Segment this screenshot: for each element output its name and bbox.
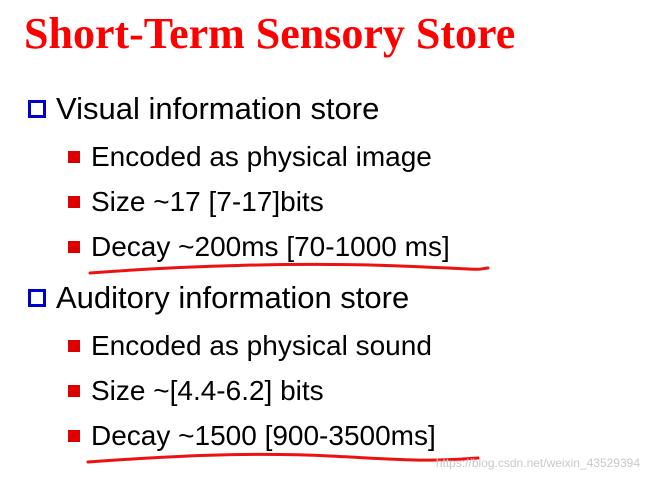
sub-bullet-text: Size ~[4.4-6.2] bits xyxy=(91,375,324,406)
section-heading: Auditory information store xyxy=(56,280,410,315)
filled-square-bullet-icon xyxy=(68,384,80,397)
underline-decay-auditory xyxy=(86,452,480,464)
sub-bullet-text: Decay ~1500 [900-3500ms] xyxy=(91,420,436,451)
filled-square-bullet-icon xyxy=(68,150,80,163)
slide-title: Short-Term Sensory Store xyxy=(24,9,516,58)
bullet-auditory-store: Auditory information store xyxy=(28,279,409,316)
filled-square-bullet-icon xyxy=(68,240,80,253)
hollow-square-bullet-icon xyxy=(28,99,46,118)
sub-bullet-item: Size ~[4.4-6.2] bits xyxy=(68,374,324,408)
sub-bullet-text: Size ~17 [7-17]bits xyxy=(91,186,324,217)
sub-bullet-item: Encoded as physical sound xyxy=(68,329,432,363)
filled-square-bullet-icon xyxy=(68,429,80,442)
sub-bullet-text: Encoded as physical sound xyxy=(91,330,432,361)
sub-bullet-text: Decay ~200ms [70-1000 ms] xyxy=(91,231,450,262)
sub-bullet-text: Encoded as physical image xyxy=(91,141,432,172)
underline-decay-visual xyxy=(88,262,490,275)
section-heading: Visual information store xyxy=(56,91,380,126)
sub-bullet-item: Encoded as physical image xyxy=(68,140,432,174)
hollow-square-bullet-icon xyxy=(28,288,46,307)
filled-square-bullet-icon xyxy=(68,195,80,208)
filled-square-bullet-icon xyxy=(68,339,80,352)
watermark: https://blog.csdn.net/weixin_43529394 xyxy=(435,456,640,470)
sub-bullet-item: Decay ~200ms [70-1000 ms] xyxy=(68,230,450,264)
bullet-visual-store: Visual information store xyxy=(28,90,379,127)
sub-bullet-item: Decay ~1500 [900-3500ms] xyxy=(68,419,436,453)
sub-bullet-item: Size ~17 [7-17]bits xyxy=(68,185,324,219)
